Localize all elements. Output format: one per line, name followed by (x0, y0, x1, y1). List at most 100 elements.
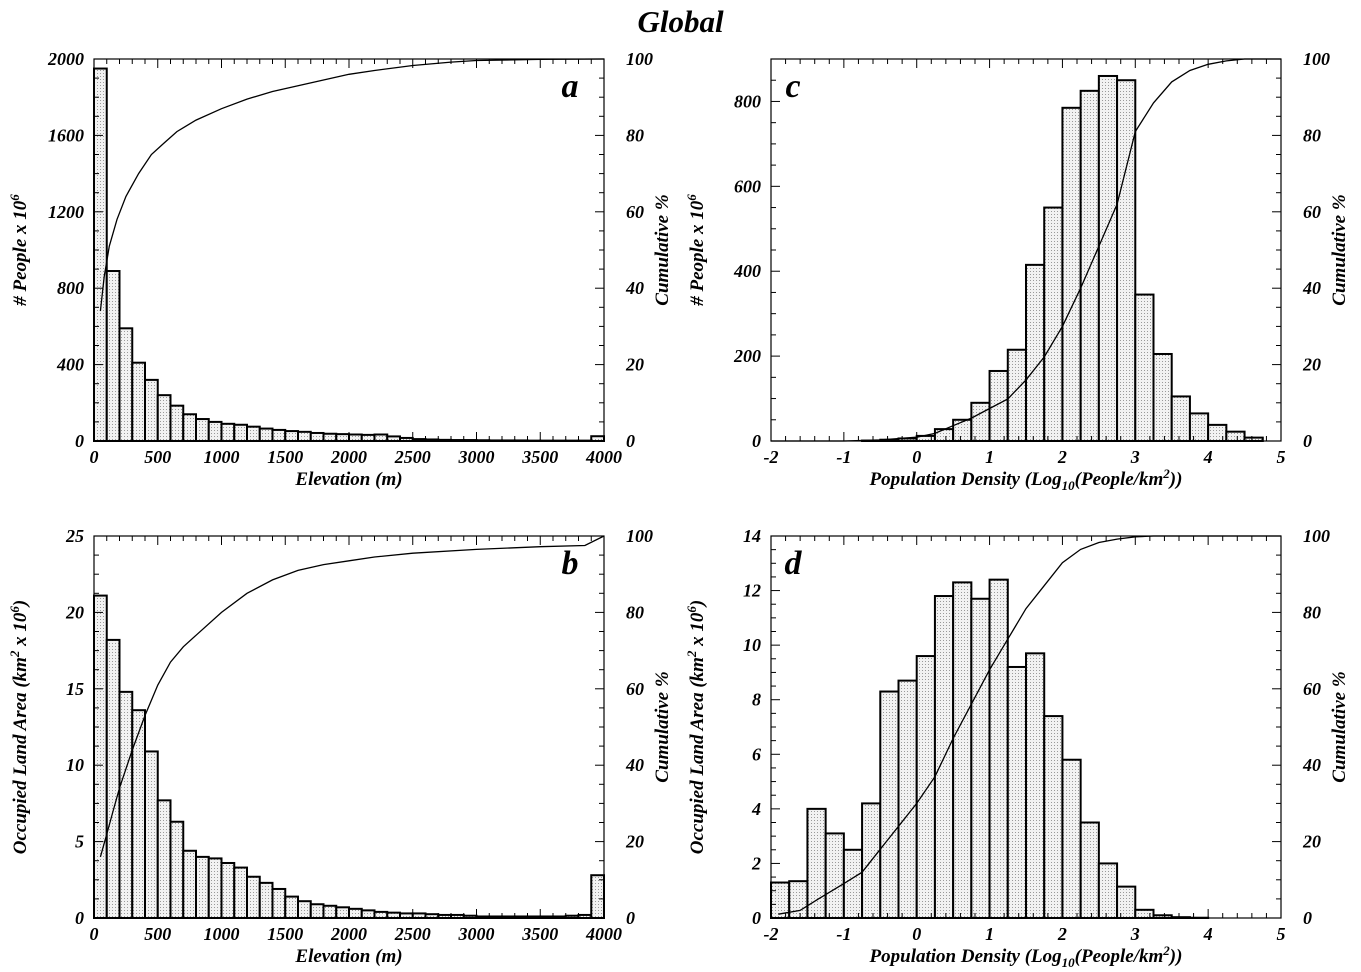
histogram-bar (1225, 430, 1246, 443)
y-tick-label: 200 (733, 346, 761, 366)
histogram-bar (195, 418, 210, 443)
histogram-bar (233, 423, 248, 443)
histogram-bar (131, 361, 146, 442)
histogram-bar (322, 904, 338, 920)
x-tick-label: 3 (1130, 924, 1140, 944)
x-tick-label: 0 (90, 924, 99, 944)
histogram-bar (297, 900, 312, 920)
histogram-bar (1116, 79, 1137, 442)
histogram-bar (970, 597, 991, 919)
histogram-bar (207, 857, 223, 920)
histogram-bar (195, 855, 210, 920)
y-tick-label: 12 (743, 581, 761, 601)
histogram-bar (220, 861, 236, 920)
x-tick-label: 1500 (267, 447, 303, 467)
histogram-bar (284, 895, 299, 919)
histogram-bar (399, 912, 414, 920)
histogram-bar (1043, 206, 1064, 442)
y-tick-label: 0 (75, 431, 84, 451)
x-tick-label: -1 (836, 924, 851, 944)
y2-tick-label: 40 (625, 278, 644, 298)
x-tick-label: 4 (1203, 924, 1213, 944)
histogram-bar (824, 832, 845, 920)
x-tick-label: 500 (144, 447, 171, 467)
figure-title: Global (637, 4, 724, 39)
histogram-bar (271, 887, 287, 920)
chart-panel-c: -2 -1 0 1 2 3 4 50200400600800020406080100Popul… (684, 49, 1350, 493)
y-tick-label: 10 (66, 755, 84, 775)
histogram-bar (335, 906, 350, 920)
histogram-bar (309, 431, 325, 442)
y-tick-label: 25 (65, 526, 84, 546)
x-tick-label: 1000 (204, 924, 240, 944)
histogram-bar (386, 435, 401, 442)
histogram-bar (590, 874, 605, 920)
histogram-bar (590, 435, 605, 443)
x-tick-label: -2 (764, 447, 779, 467)
x-tick-label: -2 (764, 924, 779, 944)
x-tick-label: 4000 (585, 924, 622, 944)
histogram-bar (879, 690, 900, 919)
y-axis-label: # People x 106 (7, 194, 31, 307)
histogram-bar (258, 427, 274, 442)
y-tick-label: 14 (743, 526, 761, 546)
y-tick-label: 8 (752, 690, 761, 710)
y2-tick-label: 0 (1303, 431, 1312, 451)
histogram-bar (182, 413, 197, 443)
histogram-bar (1043, 715, 1064, 919)
y2-tick-label: 60 (626, 679, 644, 699)
y-tick-label: 20 (65, 602, 84, 622)
x-tick-label: 1 (985, 924, 994, 944)
histogram-bar (1170, 395, 1191, 442)
y-tick-label: 400 (733, 261, 761, 281)
y2-tick-label: 100 (626, 49, 653, 69)
histogram-bar (258, 881, 274, 920)
histogram-bar (1134, 293, 1155, 443)
histogram-bar (411, 912, 427, 920)
cumulative-line (99, 58, 605, 312)
histogram-bar (1097, 74, 1119, 442)
y2-tick-label: 0 (626, 908, 635, 928)
cumulative-line (778, 535, 1281, 915)
x-tick-label: 2 (1057, 924, 1067, 944)
y2-tick-label: 20 (625, 832, 644, 852)
y2-tick-label: 100 (626, 526, 653, 546)
histogram-bar (131, 709, 146, 920)
histogram-bar (93, 594, 108, 919)
panel-label: c (785, 68, 800, 105)
y-tick-label: 4 (751, 799, 761, 819)
histogram-bar (970, 401, 991, 442)
y2-tick-label: 80 (626, 602, 644, 622)
histogram-bar (1134, 908, 1155, 919)
y2-tick-label: 0 (626, 431, 635, 451)
y2-tick-label: 40 (1302, 278, 1321, 298)
histogram-bar (373, 910, 389, 920)
histogram-bar (1188, 412, 1210, 442)
x-tick-label: 3000 (458, 924, 495, 944)
y-tick-label: 0 (752, 908, 761, 928)
histogram-bar (348, 433, 363, 443)
y-tick-label: 400 (56, 355, 84, 375)
histogram-bar (322, 432, 338, 443)
y-axis-label: # People x 106 (684, 194, 708, 307)
y2-tick-label: 100 (1303, 49, 1330, 69)
histogram-bar (373, 433, 389, 443)
y2-tick-label: 20 (1302, 832, 1321, 852)
panel-label: d (785, 545, 803, 582)
y2-tick-label: 40 (1302, 755, 1321, 775)
x-tick-label: 1500 (267, 924, 303, 944)
chart-panel-b: 0 500 1000 1500 2000 2500 3000 3500 400005101520… (7, 526, 673, 967)
histogram-bar (118, 690, 134, 920)
histogram-bar (144, 378, 159, 443)
y2-tick-label: 100 (1303, 526, 1330, 546)
y-tick-label: 2 (751, 853, 761, 873)
histogram-bar (1006, 665, 1027, 919)
panel-label: a (562, 68, 579, 105)
histogram-bar (182, 849, 197, 920)
y2-tick-label: 40 (625, 755, 644, 775)
x-axis-label: Population Density (Log10(People/km2)) (869, 466, 1183, 493)
y2-tick-label: 80 (1303, 602, 1321, 622)
y-tick-label: 800 (734, 91, 761, 111)
histogram-bar (1025, 263, 1046, 442)
